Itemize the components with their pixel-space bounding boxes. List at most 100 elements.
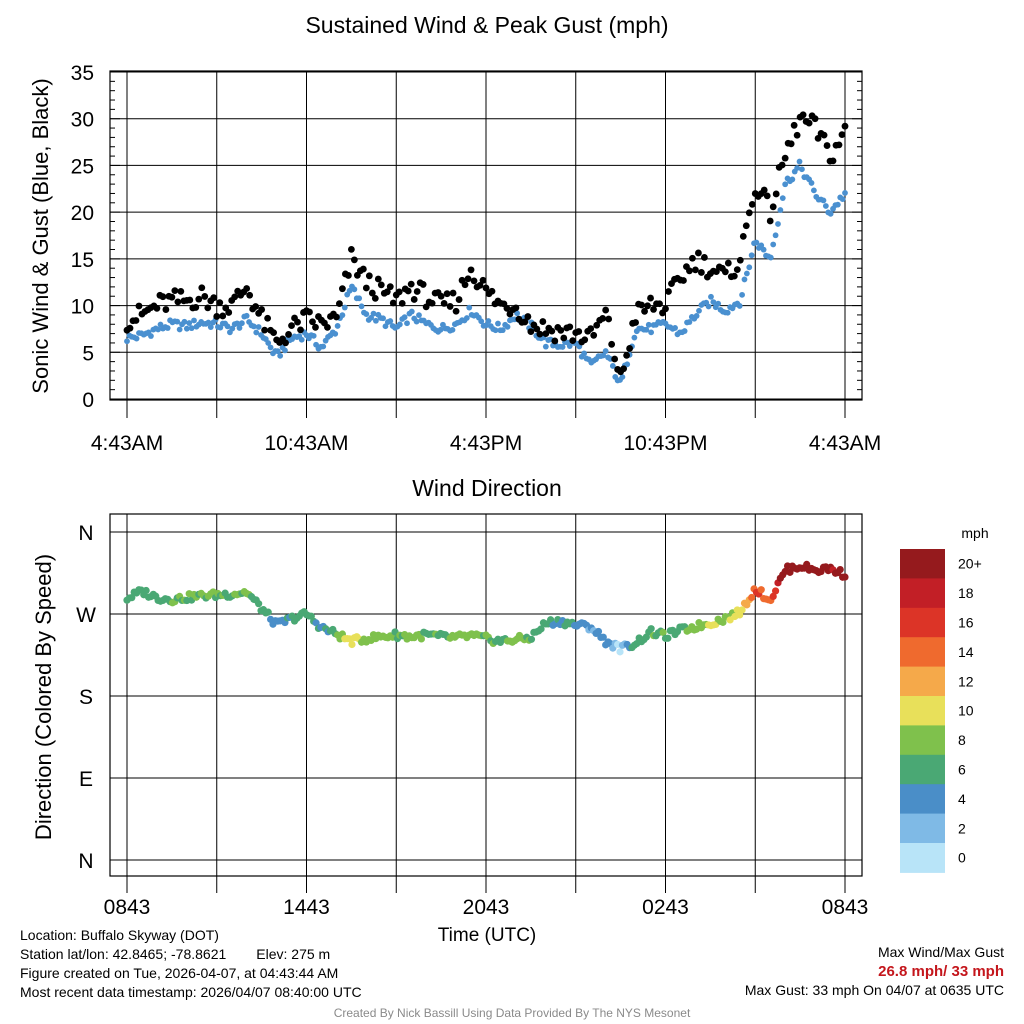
sustained-wind-point [188,325,195,332]
colorbar-swatch [900,637,945,668]
location-text: Location: Buffalo Skyway (DOT) [20,927,219,943]
peak-gust-point [623,352,631,359]
colorbar-label: 20+ [958,556,982,572]
peak-gust-point [686,267,693,275]
peak-gust-point [823,142,831,149]
top-chart-ytick-labels: 0 5 10 15 20 25 30 35 [71,62,94,412]
sustained-wind-point [839,196,846,203]
top-chart-grid [110,71,862,400]
credit-text: Created By Nick Bassill Using Data Provi… [333,1006,691,1020]
sustained-wind-point [746,264,753,271]
direction-point [142,586,150,595]
bottom-chart-xtick-labels: 0843 1443 2043 0243 0843 [104,896,869,919]
sustained-wind-point [174,318,181,325]
direction-point [537,625,545,633]
peak-gust-point [593,321,601,329]
bottom-xtick-label: 0243 [642,896,689,919]
peak-gust-point [177,287,185,295]
bottom-chart: Wind Direction Direction (Colored By Spe… [31,475,868,946]
peak-gust-point [608,340,616,348]
peak-gust-point [560,334,568,342]
peak-gust-point [482,284,490,292]
direction-point [786,568,794,576]
bottom-chart-title: Wind Direction [412,475,562,501]
direction-point [771,587,780,595]
sustained-wind-point [708,293,714,300]
top-xtick-label: 4:43AM [91,432,163,455]
peak-gust-point [297,326,304,334]
peak-gust-point [769,203,777,211]
bottom-chart-xlabel: Time (UTC) [438,925,537,946]
bottom-xtick-label: 2043 [463,896,510,919]
bottom-ytick-label: S [79,686,93,709]
peak-gust-point [527,328,535,336]
sustained-wind-point [514,310,521,317]
top-chart-ylabel: Sonic Wind & Gust (Blue, Black) [28,78,53,393]
sustained-wind-point [743,270,750,277]
peak-gust-point [733,266,741,274]
peak-gust-point [766,217,774,225]
colorbar-labels: 20+ 18 16 14 12 10 8 6 4 2 0 [958,556,982,866]
peak-gust-point [449,289,457,297]
peak-gust-point [324,324,331,331]
peak-gust-point [159,293,167,301]
colorbar-swatch [900,843,945,873]
direction-point [312,619,320,627]
sustained-wind-point [748,252,755,259]
peak-gust-point [186,296,194,304]
peak-gust-point [294,318,301,326]
peak-gust-point [700,254,708,261]
sustained-wind-point [499,327,506,334]
sustained-wind-point [351,286,358,293]
sustained-wind-point [705,303,712,310]
sustained-wind-point [504,323,511,330]
top-ytick-label: 0 [82,389,94,412]
peak-gust-point [162,306,170,313]
peak-gust-point [440,300,448,307]
peak-gust-point [210,294,218,302]
direction-point [128,594,136,602]
direction-point [647,625,655,633]
peak-gust-point [359,265,367,273]
sustained-wind-point [672,325,678,331]
sustained-wind-point [401,314,408,321]
peak-gust-point [736,256,744,264]
max-info: Max Wind/Max Gust 26.8 mph/ 33 mph Max G… [745,943,1004,1000]
peak-gust-point [566,323,574,331]
sustained-wind-point [413,318,420,325]
peak-gust-point [656,300,663,308]
sustained-wind-point [822,203,829,209]
peak-gust-point [760,186,768,194]
top-ytick-label: 25 [71,155,94,178]
peak-gust-point [377,281,385,289]
sustained-wind-point [796,158,803,165]
peak-gust-point [350,256,358,264]
sustained-wind-point [186,320,193,326]
sustained-wind-point [779,195,786,202]
sustained-wind-point [380,315,386,322]
colorbar-swatch [900,754,945,785]
peak-gust-point [374,275,382,283]
colorbar-swatch [900,578,945,609]
station-info: Location: Buffalo Skyway (DOT) Station l… [20,926,362,1002]
peak-gust-point [413,288,421,295]
peak-gust-point [347,245,355,253]
direction-point [836,565,844,574]
sustained-wind-point [715,300,722,307]
peak-gust-point [428,299,436,307]
peak-gust-point [814,134,822,142]
created-text: Figure created on Tue, 2026-04-07, at 04… [20,965,339,981]
peak-gust-point [282,339,289,347]
colorbar-swatch [900,813,945,844]
recent-data-text: Most recent data timestamp: 2026/04/07 0… [20,984,362,1000]
peak-gust-point [829,157,837,165]
sustained-wind-point [834,201,841,208]
sustained-wind-point [164,325,171,331]
sustained-wind-point [320,343,327,350]
peak-gust-point [461,281,469,289]
peak-gust-point [264,314,272,322]
direction-point [599,633,607,641]
sustained-wind-point [772,232,779,239]
peak-gust-point [605,315,613,323]
